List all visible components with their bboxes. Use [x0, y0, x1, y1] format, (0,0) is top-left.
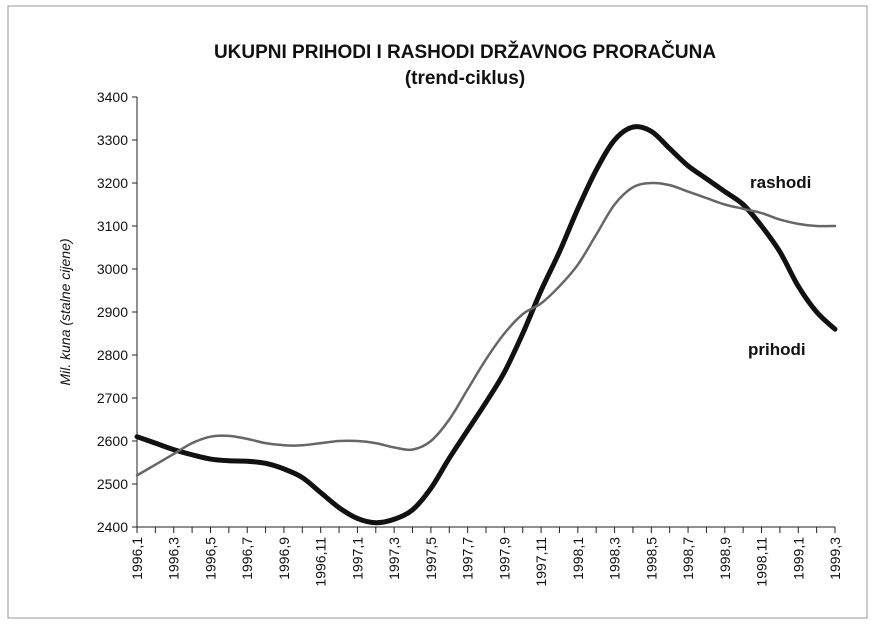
series-line	[135, 181, 837, 477]
series-line	[134, 124, 838, 526]
y-axis-label: Mil. kuna (stalne cijene)	[57, 238, 73, 385]
x-tick-label: 1996,7	[239, 537, 255, 580]
chart-title: UKUPNI PRIHODI I RASHODI DRŽAVNOG PRORAČ…	[214, 41, 716, 63]
x-tick-label: 1997,9	[496, 537, 512, 580]
x-tick-label: 1998,7	[680, 537, 696, 580]
x-tick-label: 1996,9	[276, 537, 292, 580]
frame	[7, 5, 868, 619]
x-tick-label: 1997,5	[423, 537, 439, 580]
y-tick-label: 2700	[97, 390, 128, 406]
y-tick-label: 3400	[97, 89, 128, 105]
x-tick-label: 1997,3	[386, 537, 402, 580]
x-tick-label: 1996,11	[313, 537, 329, 587]
x-tick-label: 1998,3	[607, 537, 623, 580]
x-tick-label: 1998,5	[643, 537, 659, 580]
y-tick-label: 3300	[97, 132, 128, 148]
y-tick-label: 2500	[97, 476, 128, 492]
x-tick-label: 1996,1	[129, 537, 145, 580]
x-tick-label: 1998,11	[754, 537, 770, 587]
y-tick-label: 2400	[97, 519, 128, 535]
y-tick-label: 3000	[97, 261, 128, 277]
y-tick-label: 3100	[97, 218, 128, 234]
series-label: prihodi	[748, 340, 806, 359]
x-tick-label: 1997,1	[349, 537, 365, 580]
x-tick-label: 1998,9	[717, 537, 733, 580]
y-tick-label: 2800	[97, 347, 128, 363]
series-label: rashodi	[750, 173, 811, 192]
y-tick-label: 2600	[97, 433, 128, 449]
x-tick-label: 1999,3	[827, 537, 843, 580]
x-tick-label: 1997,11	[533, 537, 549, 587]
x-tick-label: 1996,5	[202, 537, 218, 580]
chart-subtitle: (trend-ciklus)	[405, 68, 525, 89]
x-tick-label: 1997,7	[460, 537, 476, 580]
y-tick-label: 3200	[97, 175, 128, 191]
x-tick-label: 1998,1	[570, 537, 586, 580]
x-tick-label: 1996,3	[166, 537, 182, 580]
x-tick-label: 1999,1	[790, 537, 806, 580]
y-tick-label: 2900	[97, 304, 128, 320]
